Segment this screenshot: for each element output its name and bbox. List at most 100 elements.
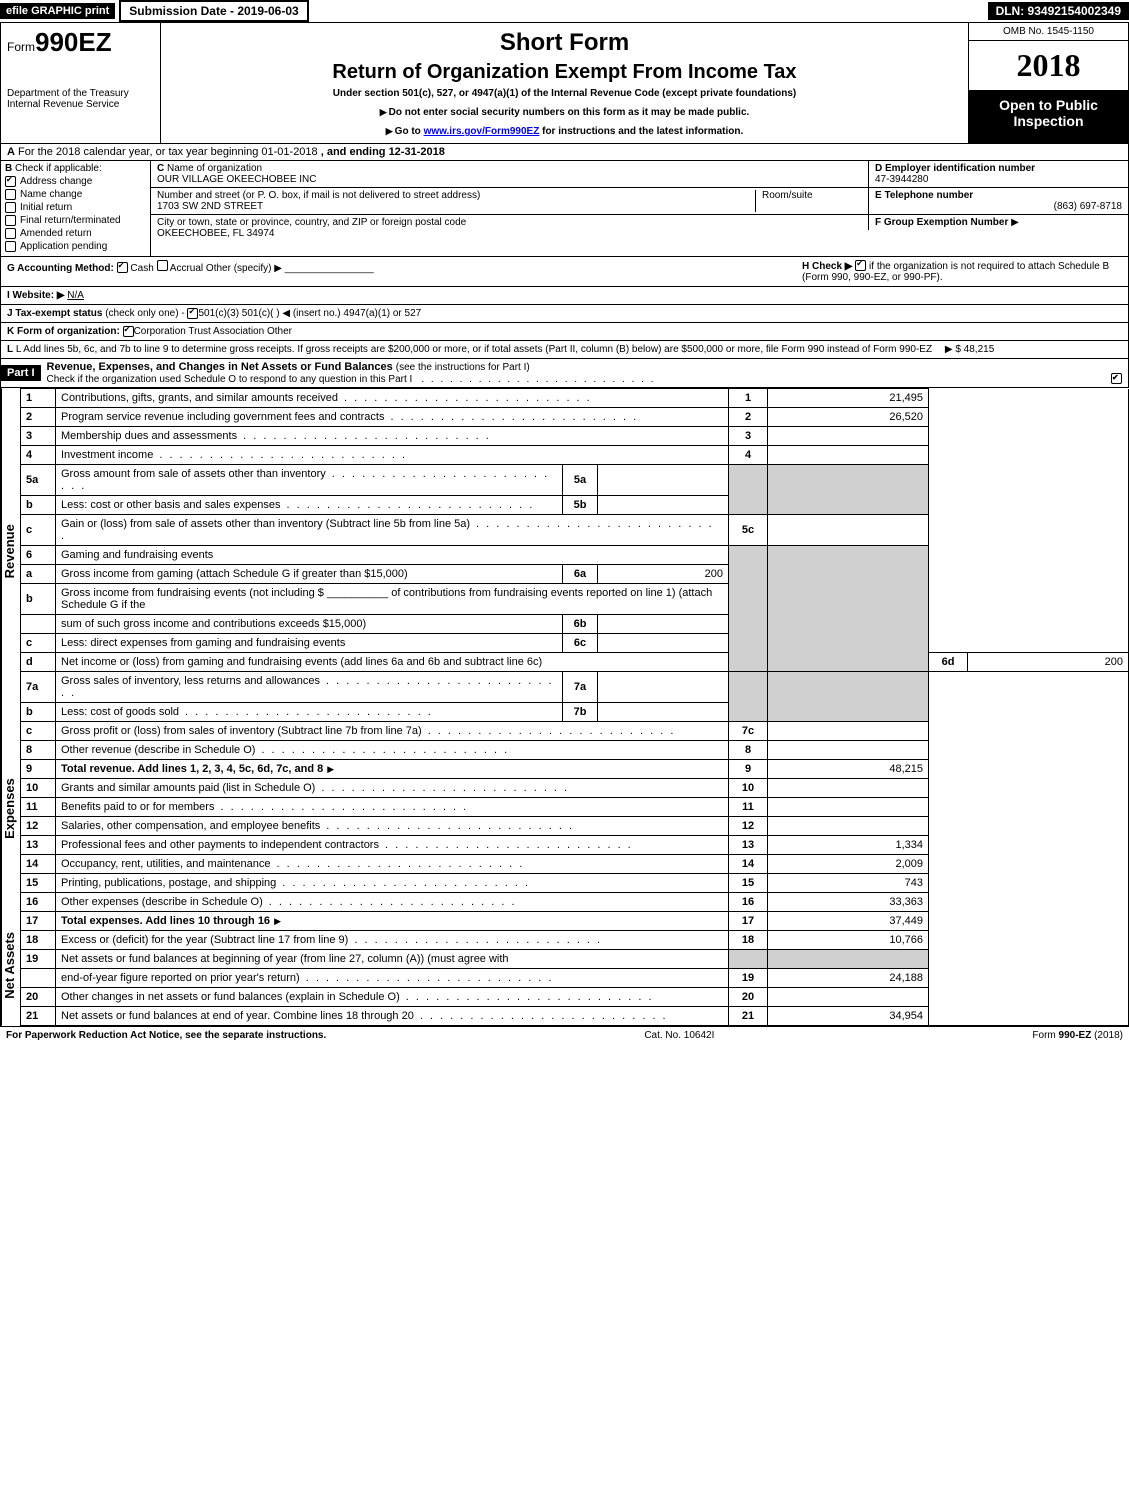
line-6b-inner: 6b xyxy=(563,615,598,634)
table-row: 16Other expenses (describe in Schedule O… xyxy=(21,893,1129,912)
ending-text: , and ending 12-31-2018 xyxy=(321,146,445,158)
table-row: 1Contributions, gifts, grants, and simil… xyxy=(21,389,1129,408)
checkbox-application-pending[interactable]: Application pending xyxy=(5,241,146,252)
table-row: 17Total expenses. Add lines 10 through 1… xyxy=(21,912,1129,931)
checkbox-initial-return[interactable]: Initial return xyxy=(5,202,146,213)
instr2-pre: Go to xyxy=(386,126,424,137)
table-row: bGross income from fundraising events (n… xyxy=(21,584,1129,615)
chk-label: Final return/terminated xyxy=(20,215,121,226)
expenses-side-label: Expenses xyxy=(1,714,20,904)
part-1-title-cell: Revenue, Expenses, and Changes in Net As… xyxy=(41,359,1128,387)
table-row: cGross profit or (loss) from sales of in… xyxy=(21,722,1129,741)
k-corp-checkbox[interactable] xyxy=(123,326,134,337)
h-label: H Check ▶ xyxy=(802,261,852,272)
footer-mid: Cat. No. 10642I xyxy=(644,1030,714,1041)
section-d-e-f: D Employer identification number 47-3944… xyxy=(868,161,1128,256)
table-row: 21Net assets or fund balances at end of … xyxy=(21,1007,1129,1026)
irs-link[interactable]: www.irs.gov/Form990EZ xyxy=(424,126,540,137)
city-label: City or town, state or province, country… xyxy=(157,217,466,228)
line-17-desc-text: Total expenses. Add lines 10 through 16 xyxy=(61,915,270,927)
chk-label: Amended return xyxy=(20,228,92,239)
table-row: 5aGross amount from sale of assets other… xyxy=(21,465,1129,496)
line-10-amt xyxy=(768,779,929,798)
cash-checkbox[interactable] xyxy=(117,262,128,273)
table-row: 20Other changes in net assets or fund ba… xyxy=(21,988,1129,1007)
accrual-checkbox[interactable] xyxy=(157,260,168,271)
calendar-year-text: For the 2018 calendar year, or tax year … xyxy=(18,146,318,158)
department-label: Department of the Treasury Internal Reve… xyxy=(7,88,154,110)
g-other: Other (specify) ▶ xyxy=(206,263,282,274)
schedule-o-checkbox[interactable] xyxy=(1111,373,1122,384)
efile-print-button[interactable]: efile GRAPHIC print xyxy=(0,3,115,19)
check-if-applicable: Check if applicable: xyxy=(15,163,102,174)
j-501c3-checkbox[interactable] xyxy=(187,308,198,319)
line-5b-inner: 5b xyxy=(563,496,598,515)
line-2-num: 2 xyxy=(729,408,768,427)
chk-label: Application pending xyxy=(20,241,107,252)
checkbox-address-change[interactable]: Address change xyxy=(5,176,146,187)
line-9-num: 9 xyxy=(729,760,768,779)
line-15-amt: 743 xyxy=(768,874,929,893)
checkbox-icon xyxy=(5,215,16,226)
top-left: efile GRAPHIC print Submission Date - 20… xyxy=(0,0,309,22)
line-5c-amt xyxy=(768,515,929,546)
k-label: K Form of organization: xyxy=(7,326,120,337)
info-grid: B Check if applicable: Address change Na… xyxy=(0,161,1129,257)
line-16-desc: Other expenses (describe in Schedule O) xyxy=(56,893,729,912)
line-3-amt xyxy=(768,427,929,446)
checkbox-icon xyxy=(5,202,16,213)
addr-label: Number and street (or P. O. box, if mail… xyxy=(157,190,480,201)
line-14-desc: Occupancy, rent, utilities, and maintena… xyxy=(56,855,729,874)
footer-right: Form 990-EZ (2018) xyxy=(1032,1030,1123,1041)
table-row: 19Net assets or fund balances at beginni… xyxy=(21,950,1129,969)
checkbox-final-return[interactable]: Final return/terminated xyxy=(5,215,146,226)
line-6d-num: 6d xyxy=(929,653,968,672)
line-6c-inner: 6c xyxy=(563,634,598,653)
line-6-desc: Gaming and fundraising events xyxy=(56,546,729,565)
form-subtitle: Under section 501(c), 527, or 4947(a)(1)… xyxy=(167,88,962,99)
line-5a-desc: Gross amount from sale of assets other t… xyxy=(56,465,563,496)
name-label: Name of organization xyxy=(167,163,262,174)
org-address-cell: Number and street (or P. O. box, if mail… xyxy=(151,188,868,215)
line-10-num: 10 xyxy=(729,779,768,798)
part-1-table: 1Contributions, gifts, grants, and simil… xyxy=(20,388,1129,1026)
i-label: I Website: ▶ xyxy=(7,290,65,301)
form-no-big: 990EZ xyxy=(35,27,112,57)
line-3-desc: Membership dues and assessments xyxy=(56,427,729,446)
line-19-num: 19 xyxy=(729,969,768,988)
form-number: Form990EZ xyxy=(7,27,154,58)
checkbox-amended-return[interactable]: Amended return xyxy=(5,228,146,239)
table-row: 12Salaries, other compensation, and empl… xyxy=(21,817,1129,836)
line-13-num: 13 xyxy=(729,836,768,855)
line-8-num: 8 xyxy=(729,741,768,760)
table-row: 15Printing, publications, postage, and s… xyxy=(21,874,1129,893)
line-1-desc: Contributions, gifts, grants, and simila… xyxy=(56,389,729,408)
section-b-label: B xyxy=(5,163,12,174)
checkbox-icon xyxy=(5,176,16,187)
section-c: C Name of organization OUR VILLAGE OKEEC… xyxy=(151,161,868,256)
table-row: 14Occupancy, rent, utilities, and mainte… xyxy=(21,855,1129,874)
line-7b-desc: Less: cost of goods sold xyxy=(56,703,563,722)
phone-cell: E Telephone number (863) 697-8718 xyxy=(868,188,1128,215)
line-6d-desc: Net income or (loss) from gaming and fun… xyxy=(56,653,729,672)
instruction-1: Do not enter social security numbers on … xyxy=(167,107,962,118)
section-a-row: A For the 2018 calendar year, or tax yea… xyxy=(0,144,1129,161)
line-9-amt: 48,215 xyxy=(768,760,929,779)
part-1-check-text: Check if the organization used Schedule … xyxy=(47,374,413,385)
j-text: (check only one) - xyxy=(105,308,184,319)
checkbox-name-change[interactable]: Name change xyxy=(5,189,146,200)
table-row: 7aGross sales of inventory, less returns… xyxy=(21,672,1129,703)
revenue-side-label: Revenue xyxy=(1,388,20,714)
f-arrow: ▶ xyxy=(1011,217,1019,228)
line-1-num: 1 xyxy=(729,389,768,408)
dots xyxy=(415,374,655,385)
j-label: J Tax-exempt status xyxy=(7,308,102,319)
org-name: OUR VILLAGE OKEECHOBEE INC xyxy=(157,174,317,185)
instr2-post: for instructions and the latest informat… xyxy=(539,126,743,137)
table-row: cLess: direct expenses from gaming and f… xyxy=(21,634,1129,653)
chk-label: Initial return xyxy=(20,202,72,213)
line-21-amt: 34,954 xyxy=(768,1007,929,1026)
line-21-num: 21 xyxy=(729,1007,768,1026)
j-options: 501(c)(3) 501(c)( ) ◀ (insert no.) 4947(… xyxy=(198,308,421,319)
h-checkbox[interactable] xyxy=(855,260,866,271)
